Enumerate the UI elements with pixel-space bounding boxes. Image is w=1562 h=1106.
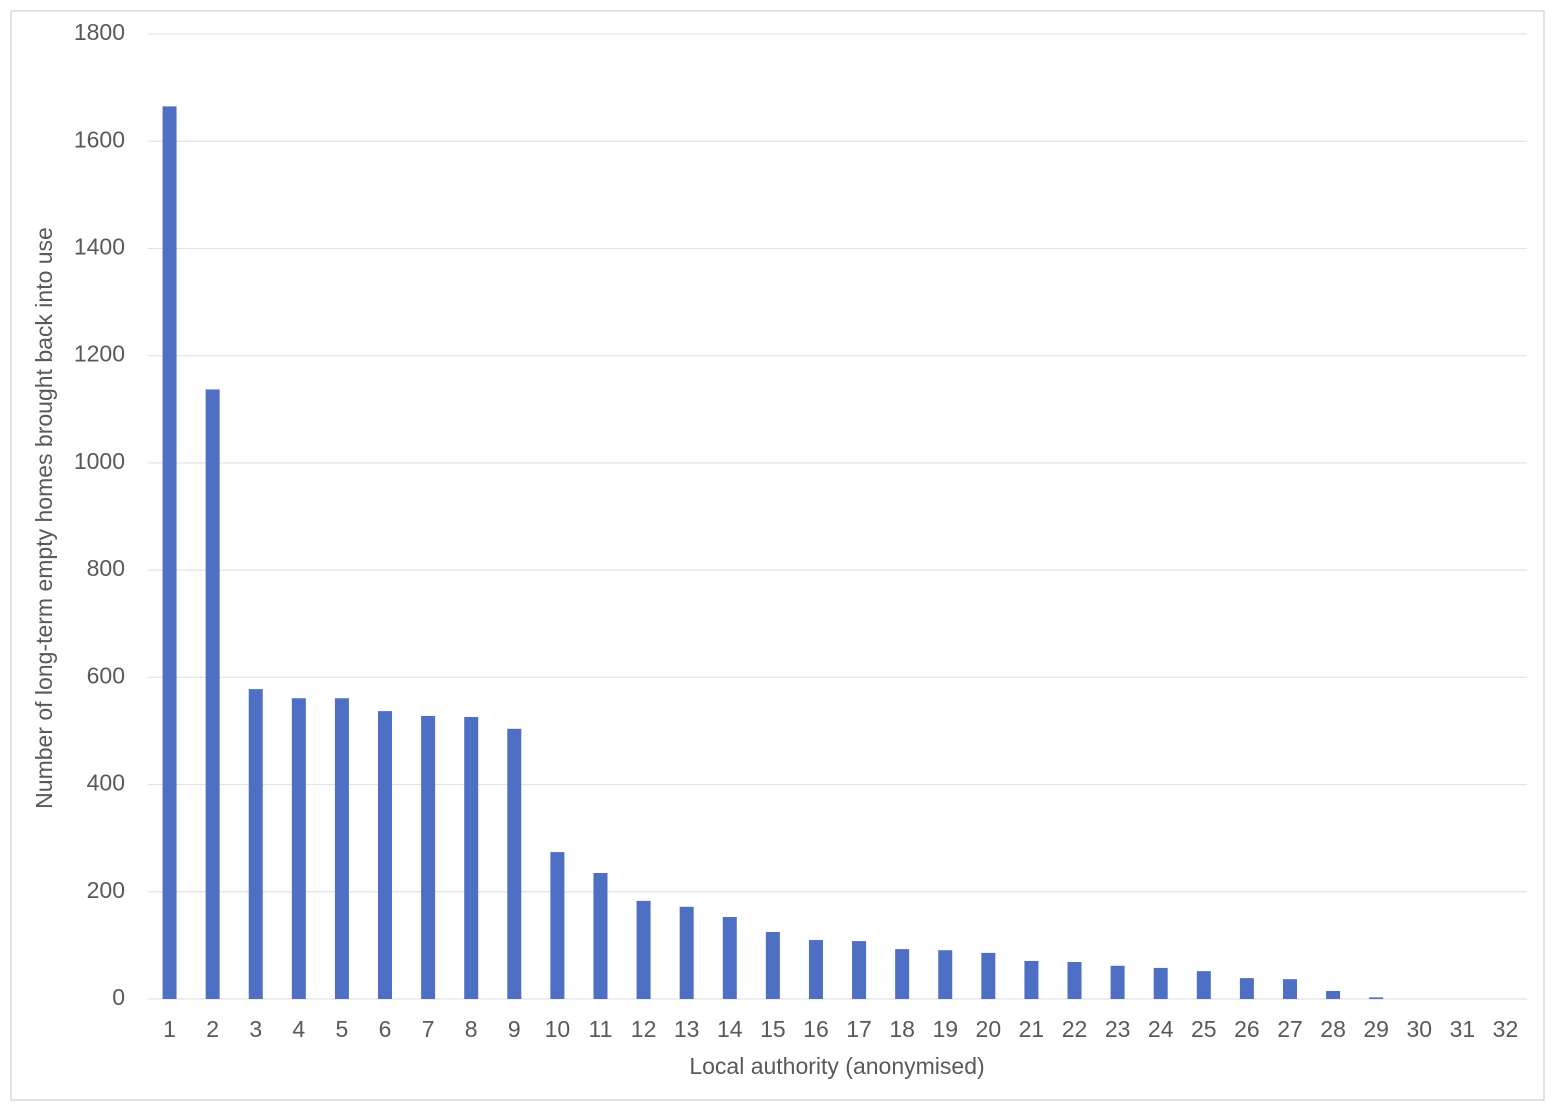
- bar: [938, 950, 953, 999]
- x-tick-label: 13: [674, 1016, 700, 1042]
- x-tick-label: 27: [1277, 1016, 1303, 1042]
- x-tick-label: 26: [1234, 1016, 1260, 1042]
- x-tick-label: 15: [760, 1016, 786, 1042]
- x-tick-label: 25: [1191, 1016, 1217, 1042]
- bar: [1369, 997, 1384, 999]
- x-tick-label: 8: [465, 1016, 478, 1042]
- x-tick-label: 6: [379, 1016, 392, 1042]
- y-tick-label: 200: [87, 877, 125, 903]
- bar: [1326, 990, 1341, 999]
- bar: [679, 906, 694, 999]
- x-tick-label: 9: [508, 1016, 521, 1042]
- y-tick-label: 1000: [74, 448, 125, 474]
- y-tick-label: 600: [87, 662, 125, 688]
- x-tick-label: 30: [1406, 1016, 1432, 1042]
- x-tick-label: 22: [1062, 1016, 1088, 1042]
- x-tick-label: 31: [1450, 1016, 1476, 1042]
- bar: [636, 900, 651, 999]
- bar: [1153, 967, 1168, 999]
- bar: [421, 715, 436, 999]
- x-tick-label: 4: [292, 1016, 305, 1042]
- x-tick-label: 12: [631, 1016, 657, 1042]
- x-tick-label: 18: [889, 1016, 915, 1042]
- bar: [162, 106, 177, 999]
- bar: [1024, 960, 1039, 999]
- bar: [291, 698, 306, 999]
- bar: [464, 717, 479, 999]
- bar: [593, 873, 608, 999]
- y-axis-label: Number of long-term empty homes brought …: [31, 227, 57, 809]
- y-tick-label: 1400: [74, 234, 125, 260]
- x-tick-label: 23: [1105, 1016, 1131, 1042]
- x-axis-label: Local authority (anonymised): [689, 1053, 984, 1079]
- x-tick-label: 19: [932, 1016, 958, 1042]
- x-tick-label: 32: [1493, 1016, 1519, 1042]
- bar: [1196, 971, 1211, 999]
- x-tick-label: 20: [976, 1016, 1002, 1042]
- x-tick-label: 5: [336, 1016, 349, 1042]
- x-tick-label: 14: [717, 1016, 743, 1042]
- x-tick-label: 11: [589, 1016, 613, 1042]
- x-tick-label: 1: [163, 1016, 176, 1042]
- bar: [334, 698, 349, 999]
- bar: [1110, 965, 1125, 999]
- y-tick-label: 800: [87, 555, 125, 581]
- bar: [808, 940, 823, 999]
- bar: [895, 949, 910, 999]
- x-tick-label: 17: [846, 1016, 872, 1042]
- x-tick-label: 16: [803, 1016, 829, 1042]
- x-tick-label: 29: [1363, 1016, 1389, 1042]
- y-tick-label: 400: [87, 770, 125, 796]
- bar: [248, 689, 263, 999]
- x-tick-label: 10: [545, 1016, 571, 1042]
- x-tick-label: 21: [1019, 1016, 1045, 1042]
- bar: [507, 728, 522, 999]
- x-tick-label: 28: [1320, 1016, 1346, 1042]
- bar: [765, 931, 780, 999]
- bar: [378, 711, 393, 999]
- bar: [1282, 979, 1297, 999]
- x-tick-label: 2: [206, 1016, 219, 1042]
- bar: [1067, 962, 1082, 999]
- bar: [981, 952, 996, 999]
- bar: [722, 916, 737, 999]
- bar: [852, 941, 867, 999]
- x-tick-label: 7: [422, 1016, 435, 1042]
- x-tick-label: 3: [249, 1016, 262, 1042]
- y-tick-label: 0: [112, 984, 125, 1010]
- x-tick-label: 24: [1148, 1016, 1174, 1042]
- chart-border: [10, 10, 1545, 1101]
- y-tick-label: 1800: [74, 19, 125, 45]
- bar: [1239, 978, 1254, 999]
- y-tick-label: 1600: [74, 126, 125, 152]
- y-tick-label: 1200: [74, 341, 125, 367]
- bar: [550, 852, 565, 999]
- bar: [205, 389, 220, 1000]
